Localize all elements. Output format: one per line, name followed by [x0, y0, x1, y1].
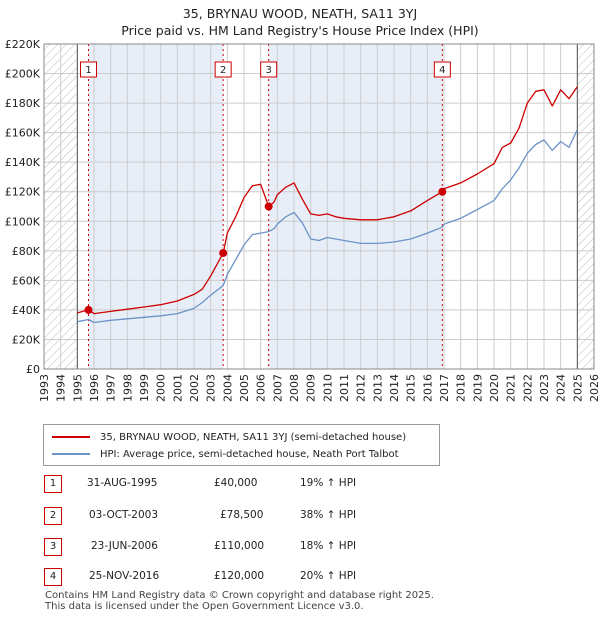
x-tick-label: 2026: [588, 374, 600, 402]
x-tick-label: 2009: [305, 374, 318, 402]
sale-label: 4: [439, 65, 445, 76]
x-tick-label: 2005: [238, 374, 251, 402]
transaction-hpi: 19% ↑ HPI: [300, 477, 357, 489]
x-tick-label: 2003: [205, 374, 218, 402]
legend-label-hpi: HPI: Average price, semi-detached house,…: [100, 448, 399, 460]
transaction-num: 4: [44, 568, 62, 586]
x-tick-label: 2002: [188, 374, 201, 402]
x-tick-label: 2022: [521, 374, 534, 402]
hpi-line: [77, 129, 578, 324]
transaction-hpi: 18% ↑ HPI: [300, 540, 357, 552]
chart-title-line1: 35, BRYNAU WOOD, NEATH, SA11 3YJ: [182, 6, 418, 21]
y-tick-label: £140K: [5, 156, 41, 169]
transaction-hpi: 20% ↑ HPI: [300, 570, 357, 582]
y-tick-label: £120K: [5, 186, 41, 199]
transaction-date: 31-AUG-1995: [87, 477, 158, 489]
x-tick-label: 1999: [138, 374, 151, 402]
y-tick-label: £200K: [5, 68, 41, 81]
transaction-date: 03-OCT-2003: [89, 509, 158, 521]
transaction-price: £78,500: [220, 509, 264, 521]
x-tick-label: 2017: [438, 374, 451, 402]
sale-label: 3: [265, 65, 271, 76]
x-tick-label: 1995: [71, 374, 84, 402]
x-tick-label: 2015: [405, 374, 418, 402]
footer-copyright: Contains HM Land Registry data © Crown c…: [45, 590, 434, 601]
x-tick-label: 2018: [455, 374, 468, 402]
x-tick-label: 2016: [421, 374, 434, 402]
x-tick-label: 1997: [105, 374, 118, 402]
x-tick-label: 1994: [55, 374, 68, 402]
legend-swatch-red: [52, 436, 90, 438]
sale-label-box: [260, 61, 278, 78]
y-tick-label: £40K: [12, 304, 41, 317]
x-tick-label: 2021: [505, 374, 518, 402]
transaction-num: 1: [44, 475, 62, 493]
transaction-num: 3: [44, 538, 62, 556]
hatched-area: [577, 44, 594, 369]
x-tick-label: 1998: [121, 374, 134, 402]
transaction-price: £120,000: [214, 570, 265, 582]
x-tick-label: 2007: [271, 374, 284, 402]
transaction-price: £40,000: [214, 477, 258, 489]
sale-point: [264, 202, 273, 211]
plot-frame: [43, 43, 595, 370]
y-tick-label: £80K: [12, 245, 41, 258]
x-tick-label: 2010: [321, 374, 334, 402]
transaction-date: 25-NOV-2016: [89, 570, 160, 582]
price-chart: £0 £20K £40K £60K £80K £100K £120K £140K £160K £1…: [5, 38, 600, 402]
sale-label-box: [433, 61, 451, 78]
x-tick-label: 2000: [155, 374, 168, 402]
transaction-date: 23-JUN-2006: [91, 540, 158, 552]
x-tick-label: 2025: [571, 374, 584, 402]
sale-point: [84, 305, 93, 314]
y-tick-label: £100K: [5, 215, 41, 228]
sale-label: 1: [85, 65, 91, 76]
transaction-num: 2: [44, 507, 62, 525]
x-tick-label: 2019: [471, 374, 484, 402]
sale-point: [219, 249, 228, 258]
y-tick-label: £60K: [12, 274, 41, 287]
x-tick-label: 2001: [171, 374, 184, 402]
x-tick-label: 2014: [388, 374, 401, 402]
y-tick-label: £20K: [12, 333, 41, 346]
y-tick-label: £180K: [5, 97, 41, 110]
x-tick-label: 1996: [88, 374, 101, 402]
x-tick-label: 2006: [255, 374, 268, 402]
sale-label: 2: [220, 65, 226, 76]
x-tick-label: 2008: [288, 374, 301, 402]
y-tick-label: £0: [26, 363, 40, 376]
shaded-band: [268, 44, 443, 369]
y-tick-label: £220K: [5, 38, 41, 51]
x-tick-label: 2023: [538, 374, 551, 402]
legend-swatch-blue: [52, 453, 90, 455]
chart-title-line2: Price paid vs. HM Land Registry's House …: [121, 23, 479, 38]
legend-item-hpi: HPI: Average price, semi-detached house,…: [52, 446, 399, 462]
x-tick-label: 2004: [221, 374, 234, 402]
transaction-hpi: 38% ↑ HPI: [300, 509, 357, 521]
x-tick-label: 2011: [338, 374, 351, 402]
property-price-line: [77, 86, 578, 315]
sale-point: [438, 187, 447, 196]
legend-label-property: 35, BRYNAU WOOD, NEATH, SA11 3YJ (semi-d…: [100, 431, 407, 443]
legend-item-property: 35, BRYNAU WOOD, NEATH, SA11 3YJ (semi-d…: [52, 429, 406, 445]
x-tick-label: 2012: [355, 374, 368, 402]
sale-label-box: [214, 61, 232, 78]
transaction-price: £110,000: [214, 540, 265, 552]
x-tick-label: 2020: [488, 374, 501, 402]
legend: 35, BRYNAU WOOD, NEATH, SA11 3YJ (semi-d…: [43, 424, 440, 466]
footer-licence: This data is licensed under the Open Gov…: [45, 601, 364, 612]
footer: Contains HM Land Registry data © Crown c…: [45, 590, 434, 612]
y-tick-label: £160K: [5, 127, 41, 140]
x-tick-label: 2024: [555, 374, 568, 402]
sale-label-box: [80, 61, 97, 78]
x-tick-label: 1993: [38, 374, 51, 402]
x-tick-label: 2013: [371, 374, 384, 402]
